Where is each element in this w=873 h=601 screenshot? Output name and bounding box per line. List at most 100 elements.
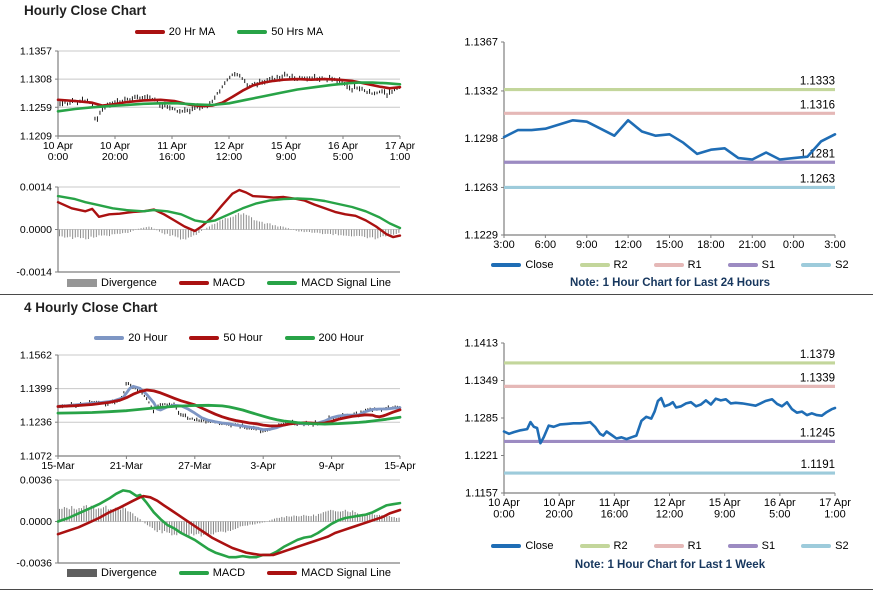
- x-tick-label: 11 Apr: [599, 497, 630, 509]
- x-tick-label: 6:00: [535, 239, 556, 251]
- legend-item-r1: R1: [653, 259, 702, 271]
- x-tick-label: 10 Apr: [543, 497, 575, 509]
- series-close: [502, 119, 837, 161]
- series-macd: [56, 188, 402, 239]
- line-swatch-icon: [178, 281, 209, 285]
- x-tick-label: 12 Apr: [214, 140, 245, 152]
- legend-label: R1: [687, 540, 702, 552]
- y-tick-label: 1.1298: [464, 133, 498, 145]
- y-tick-label: 1.1236: [20, 417, 52, 429]
- series-close: [502, 396, 837, 445]
- line-swatch-icon: [727, 263, 758, 267]
- legend-item-20-hour: 20 Hour: [94, 332, 167, 344]
- y-tick-label: 1.1349: [464, 375, 498, 387]
- y-tick-label: -0.0036: [16, 558, 52, 570]
- y-tick-label: 1.1263: [464, 182, 498, 194]
- four-hourly-price-legend: 20 Hour 50 Hour 200 Hour: [58, 332, 400, 344]
- legend-item-50-hrs-ma: 50 Hrs MA: [237, 26, 323, 38]
- x-tick-label: 5:00: [769, 509, 790, 521]
- x-tick-label: 20:00: [102, 151, 128, 163]
- four-hourly-macd-legend: Divergence MACD MACD Signal Line: [58, 567, 400, 579]
- legend-label: 50 Hrs MA: [271, 26, 324, 38]
- series-macd: [56, 489, 402, 559]
- y-tick-label: 1.1357: [20, 46, 52, 58]
- y-tick-label: 1.1221: [464, 450, 498, 462]
- legend-item-20-hr-ma: 20 Hr MA: [134, 26, 215, 38]
- line-swatch-icon: [579, 544, 610, 548]
- series-50-hour: [56, 388, 402, 428]
- x-tick-label: 1:00: [390, 151, 411, 163]
- line-swatch-icon: [284, 336, 315, 340]
- x-tick-label: 21:00: [738, 239, 766, 251]
- x-tick-label: 17 Apr: [819, 497, 851, 509]
- x-tick-label: 5:00: [333, 151, 354, 163]
- y-tick-label: 0.0014: [20, 182, 52, 194]
- series-macd-signal-line: [56, 194, 402, 230]
- legend-item-r1: R1: [653, 540, 702, 552]
- level-label-r1: 1.1316: [800, 99, 835, 111]
- line-swatch-icon: [801, 544, 832, 548]
- level-label-s2: 1.1191: [801, 459, 835, 471]
- series-macd-signal-line: [56, 494, 402, 557]
- legend-item-close: Close: [491, 540, 554, 552]
- four-hourly-macd-chart: 0.0036 0.0000 -0.0036: [16, 475, 402, 570]
- y-tick-label: 1.1308: [20, 74, 52, 86]
- y-tick-label: 1.1399: [20, 383, 52, 395]
- bottom-divider: [0, 589, 873, 590]
- legend-label: Divergence: [101, 277, 157, 289]
- x-tick-label: 12:00: [656, 509, 684, 521]
- x-tick-label: 12 Apr: [654, 497, 686, 509]
- legend-item-macd-signal-line: MACD Signal Line: [267, 567, 391, 579]
- y-tick-label: 0.0000: [20, 516, 52, 528]
- x-tick-label: 16:00: [159, 151, 185, 163]
- legend-label: Close: [525, 540, 554, 552]
- legend-item-r2: R2: [579, 259, 628, 271]
- line-swatch-icon: [94, 336, 125, 340]
- legend-label: MACD: [212, 277, 246, 289]
- line-swatch-icon: [491, 263, 522, 267]
- legend-label: 20 Hour: [128, 332, 168, 344]
- x-tick-label: 16:00: [601, 509, 629, 521]
- legend-item-close: Close: [491, 259, 554, 271]
- legend-item-s2: S2: [801, 259, 849, 271]
- y-tick-label: 1.1367: [464, 37, 498, 49]
- level-label-s1: 1.1245: [800, 427, 835, 439]
- line-swatch-icon: [579, 263, 610, 267]
- level-label-r1: 1.1339: [800, 372, 835, 384]
- section-divider: [0, 294, 873, 295]
- legend-label: Divergence: [101, 567, 157, 579]
- x-tick-label: 0:00: [493, 509, 514, 521]
- hourly-macd-chart: 0.0014 0.0000 -0.0014: [16, 182, 402, 279]
- legend-label: MACD Signal Line: [301, 567, 391, 579]
- series-200-hour: [56, 403, 402, 426]
- bar-swatch-icon: [67, 569, 98, 577]
- x-tick-label: 12:00: [216, 151, 242, 163]
- line-swatch-icon: [237, 30, 268, 34]
- legend-label: S2: [835, 259, 849, 271]
- line-swatch-icon: [491, 544, 522, 548]
- four-hourly-section-title: 4 Hourly Close Chart: [24, 300, 158, 315]
- y-tick-label: 1.1209: [20, 131, 52, 143]
- legend-label: 200 Hour: [318, 332, 364, 344]
- line-swatch-icon: [189, 336, 220, 340]
- x-tick-label: 11 Apr: [157, 140, 187, 152]
- y-tick-label: -0.0014: [16, 267, 52, 279]
- x-tick-label: 16 Apr: [764, 497, 796, 509]
- line-swatch-icon: [267, 281, 298, 285]
- legend-item-50-hour: 50 Hour: [189, 332, 263, 344]
- y-tick-label: 1.1259: [20, 102, 52, 114]
- legend-label: R1: [687, 259, 702, 271]
- x-tick-label: 15:00: [656, 239, 684, 251]
- x-tick-label: 21-Mar: [110, 460, 144, 472]
- legend-item-s1: S1: [727, 259, 775, 271]
- x-tick-label: 3:00: [824, 239, 845, 251]
- x-tick-label: 0:00: [783, 239, 804, 251]
- level-label-r2: 1.1333: [800, 76, 835, 88]
- legend-label: Close: [525, 259, 554, 271]
- legend-item-divergence: Divergence: [67, 277, 157, 289]
- x-tick-label: 10 Apr: [488, 497, 520, 509]
